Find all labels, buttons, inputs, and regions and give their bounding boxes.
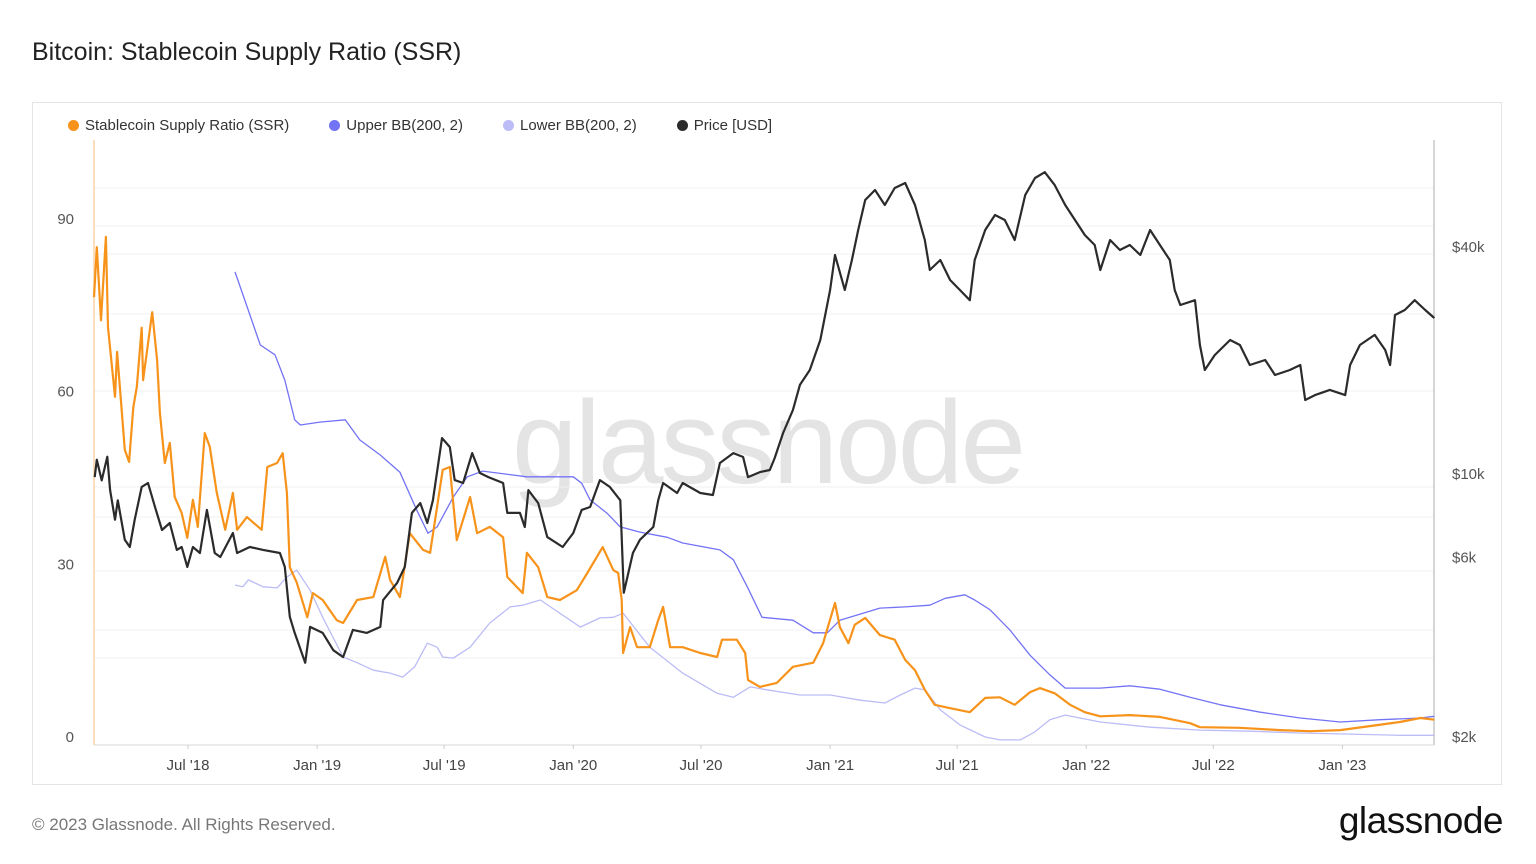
legend-dot-icon	[329, 120, 341, 131]
x-tick-label: Jul '21	[936, 757, 979, 774]
legend-label: Stablecoin Supply Ratio (SSR)	[85, 117, 290, 134]
y-right-tick-label: $10k	[1452, 466, 1485, 483]
y-right-tick-label: $2k	[1452, 729, 1477, 746]
x-tick-label: Jan '19	[293, 757, 341, 774]
y-right-tick-label: $40k	[1452, 239, 1485, 256]
legend: Stablecoin Supply Ratio (SSR) Upper BB(2…	[68, 117, 812, 134]
y-left-tick-label: 90	[57, 211, 74, 228]
x-tick-label: Jul '19	[423, 757, 466, 774]
x-tick-label: Jan '22	[1062, 757, 1110, 774]
series-line-price-usd-	[93, 171, 1436, 664]
x-tick-label: Jul '18	[167, 757, 210, 774]
x-tick-label: Jul '22	[1192, 757, 1235, 774]
y-left-tick-label: 60	[57, 384, 74, 401]
series-line-lower-bb-200-2-	[234, 569, 1435, 741]
chart-frame	[32, 102, 1502, 785]
y-right-tick-label: $6k	[1452, 549, 1477, 566]
legend-item-ssr[interactable]: Stablecoin Supply Ratio (SSR)	[68, 117, 289, 134]
legend-label: Lower BB(200, 2)	[520, 117, 637, 134]
y-left-tick-label: 30	[57, 556, 74, 573]
legend-dot-icon	[68, 120, 79, 131]
legend-label: Upper BB(200, 2)	[346, 117, 463, 134]
x-tick-label: Jan '20	[549, 757, 597, 774]
series-line-stablecoin-supply-ratio-ssr-	[92, 235, 1435, 733]
x-tick-label: Jan '21	[806, 757, 854, 774]
glassnode-logo: glassnode	[1338, 800, 1504, 841]
legend-dot-icon	[503, 120, 514, 131]
chart-title: Bitcoin: Stablecoin Supply Ratio (SSR)	[32, 38, 462, 66]
legend-item-price[interactable]: Price [USD]	[676, 117, 773, 134]
legend-item-upper-bb[interactable]: Upper BB(200, 2)	[329, 117, 463, 134]
legend-dot-icon	[676, 120, 688, 131]
legend-label: Price [USD]	[693, 117, 773, 134]
series-line-upper-bb-200-2-	[234, 271, 1435, 723]
y-left-tick-label: 0	[66, 729, 74, 746]
x-tick-label: Jul '20	[680, 757, 723, 774]
x-tick-label: Jan '23	[1318, 757, 1366, 774]
legend-item-lower-bb[interactable]: Lower BB(200, 2)	[503, 117, 637, 134]
copyright: © 2023 Glassnode. All Rights Reserved.	[32, 815, 336, 834]
